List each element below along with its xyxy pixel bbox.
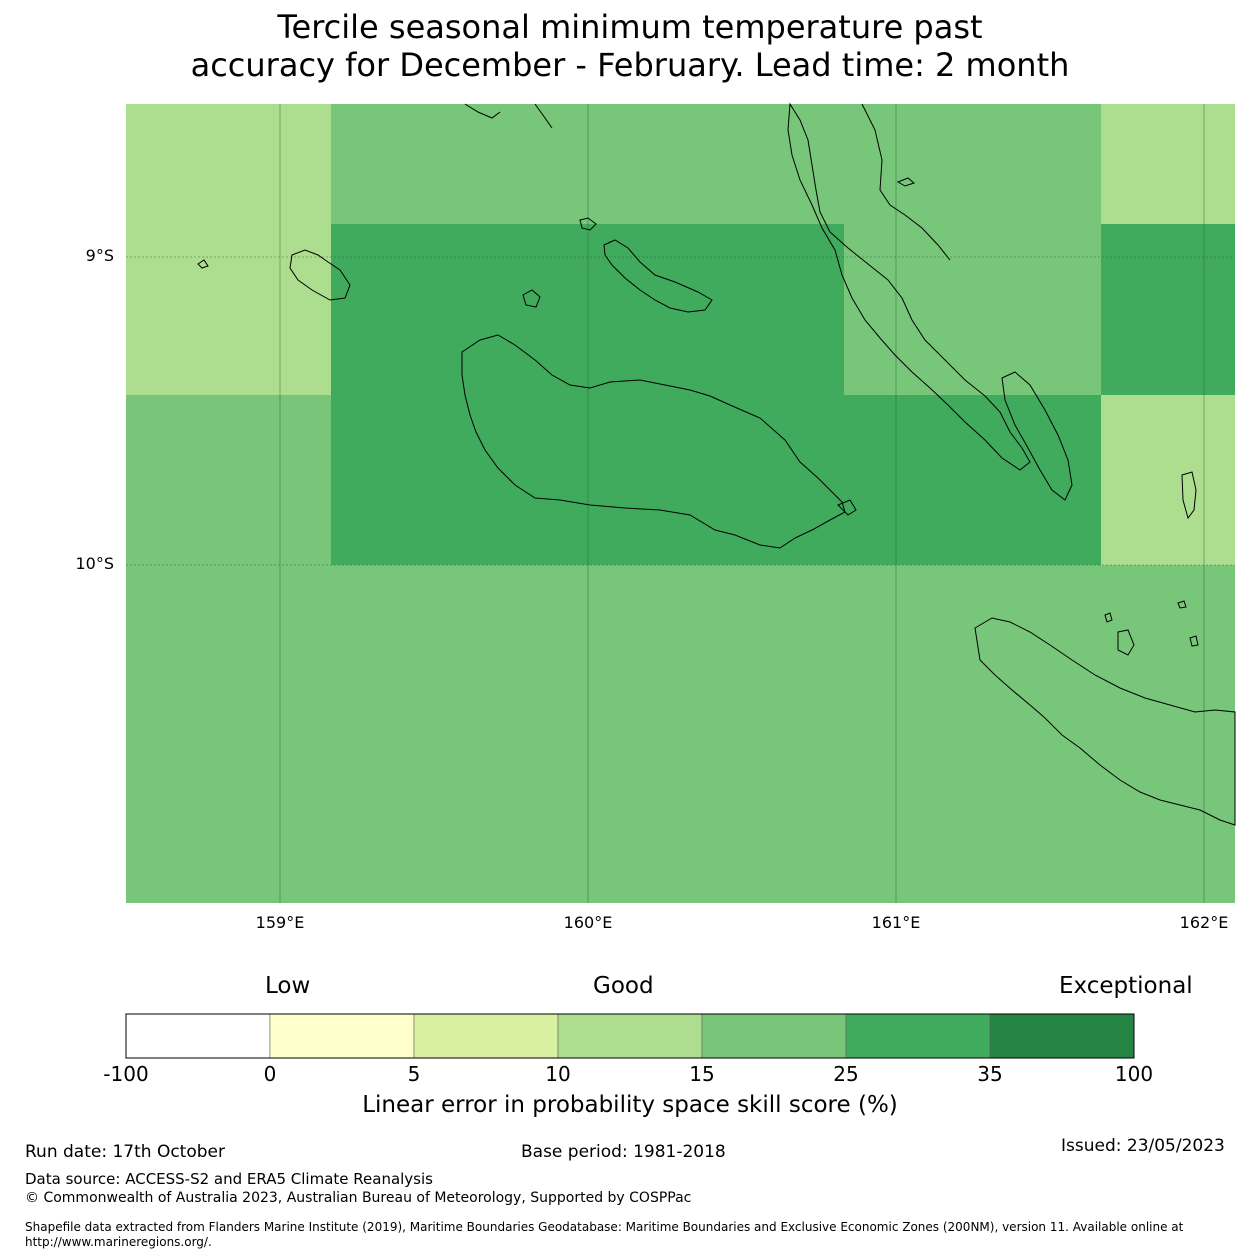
skill-grid-cell: [1101, 395, 1235, 565]
coastline-nggela: [603, 239, 713, 313]
colorbar-swatch: [989, 1013, 1135, 1059]
coastline-islet-f: [896, 177, 916, 187]
skill-grid-cell: [844, 104, 1101, 224]
colorbar-tick: 15: [689, 1062, 715, 1086]
coastline-islet-b: [837, 499, 857, 516]
skill-grid-cell: [844, 395, 1101, 565]
skill-grid-cell: [588, 565, 844, 737]
colorbar-swatch: [125, 1013, 271, 1059]
map-title-line2: accuracy for December - February. Lead t…: [190, 46, 1070, 84]
lon-label-160e: 160°E: [563, 913, 613, 932]
coastline-guadalcanal: [461, 334, 846, 549]
lon-label-159e: 159°E: [255, 913, 305, 932]
colorbar-tick: 10: [545, 1062, 571, 1086]
skill-grid-cells: [126, 104, 1235, 903]
coastline-islet-e: [1189, 635, 1199, 647]
legend-category-good: Good: [593, 973, 654, 999]
lon-label-162e: 162°E: [1179, 913, 1229, 932]
skill-grid-cell: [844, 565, 1101, 737]
skill-grid-cell: [588, 224, 844, 395]
coastline-isabel-top: [861, 103, 951, 261]
data-source: Data source: ACCESS-S2 and ERA5 Climate …: [25, 1170, 433, 1188]
colorbar-title: Linear error in probability space skill …: [362, 1092, 898, 1118]
colorbar-swatch: [413, 1013, 559, 1059]
lat-label-9s: 9°S: [85, 246, 114, 265]
coastline-malaita-north: [787, 102, 1031, 471]
colorbar-tick: 35: [977, 1062, 1003, 1086]
legend-category-exceptional: Exceptional: [1059, 973, 1193, 999]
coastline-islet-c: [1104, 612, 1113, 623]
coastline-malaita-south: [1001, 371, 1073, 501]
coastline-makira: [974, 617, 1236, 826]
skill-grid-cell: [331, 565, 588, 737]
skill-grid-cell: [331, 737, 588, 903]
coastline-ugi: [1117, 629, 1135, 656]
base-period: Base period: 1981-2018: [521, 1142, 726, 1162]
coastlines: [197, 102, 1236, 826]
skill-grid-cell: [1101, 104, 1235, 224]
colorbar: [125, 1013, 1135, 1059]
colorbar-swatch: [845, 1013, 991, 1059]
skill-grid-cell: [331, 224, 588, 395]
skill-grid-cell: [331, 395, 588, 565]
issued-date: Issued: 23/05/2023: [1061, 1136, 1225, 1156]
skill-grid-cell: [1101, 565, 1235, 737]
skill-grid-cell: [331, 104, 588, 224]
lon-label-161e: 161°E: [871, 913, 921, 932]
coastline-islet-d: [1177, 600, 1187, 609]
lat-label-10s: 10°S: [75, 554, 114, 573]
skill-grid-cell: [1101, 224, 1235, 395]
skill-grid-cell: [126, 565, 331, 737]
colorbar-swatch: [269, 1013, 415, 1059]
coastline-ulawa: [1181, 471, 1197, 520]
legend-category-low: Low: [265, 973, 311, 999]
skill-grid-cell: [126, 737, 331, 903]
skill-grid-cell: [844, 737, 1101, 903]
colorbar-tick: 0: [263, 1062, 277, 1086]
colorbar-tick: -100: [103, 1062, 149, 1086]
coastline-savo: [522, 289, 541, 308]
skill-grid-cell: [126, 104, 331, 224]
colorbar-tick: 5: [407, 1062, 421, 1086]
skill-grid-cell: [588, 737, 844, 903]
shapefile-credit-line2: http://www.marineregions.org/.: [25, 1235, 212, 1249]
coastline-isle-small: [197, 259, 209, 269]
skill-grid-cell: [126, 224, 331, 395]
coastline-north-islets: [464, 103, 553, 129]
skill-grid-cell: [1101, 737, 1235, 903]
colorbar-swatch: [557, 1013, 703, 1059]
coastline-islet-a: [579, 217, 597, 231]
graticule: [126, 104, 1235, 903]
coastline-russell: [289, 249, 351, 301]
colorbar-swatch: [701, 1013, 847, 1059]
skill-grid-cell: [126, 395, 331, 565]
colorbar-tick: 25: [833, 1062, 859, 1086]
colorbar-frame: [125, 1013, 1135, 1059]
run-date: Run date: 17th October: [25, 1142, 225, 1162]
skill-grid-cell: [588, 104, 844, 224]
skill-grid-cell: [844, 224, 1101, 395]
shapefile-credit-line1: Shapefile data extracted from Flanders M…: [25, 1220, 1184, 1234]
skill-grid-cell: [588, 395, 844, 565]
map-title-line1: Tercile seasonal minimum temperature pas…: [277, 8, 983, 46]
colorbar-tick: 100: [1114, 1062, 1154, 1086]
copyright: © Commonwealth of Australia 2023, Austra…: [25, 1190, 692, 1206]
